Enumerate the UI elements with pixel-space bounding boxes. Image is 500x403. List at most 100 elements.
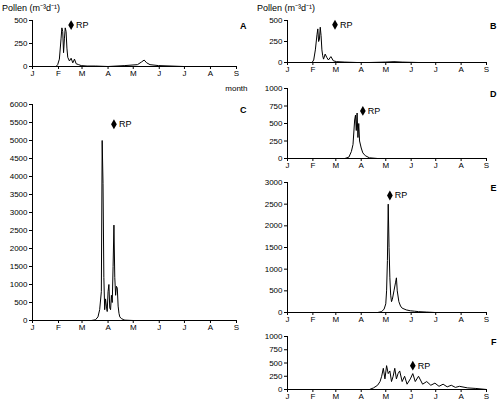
svg-text:F: F xyxy=(310,65,315,74)
svg-text:4500: 4500 xyxy=(10,154,28,163)
svg-text:A: A xyxy=(105,69,111,78)
svg-text:RP: RP xyxy=(418,361,431,371)
svg-text:J: J xyxy=(409,392,413,401)
svg-text:750: 750 xyxy=(269,345,283,354)
svg-text:RP: RP xyxy=(368,106,381,116)
svg-text:S: S xyxy=(234,323,239,332)
svg-text:J: J xyxy=(434,392,438,401)
svg-text:3000: 3000 xyxy=(265,178,283,187)
svg-text:1500: 1500 xyxy=(265,243,283,252)
svg-text:J: J xyxy=(409,65,413,74)
svg-text:S: S xyxy=(484,315,489,324)
svg-text:5000: 5000 xyxy=(10,136,28,145)
svg-text:F: F xyxy=(56,69,61,78)
svg-text:750: 750 xyxy=(269,102,283,111)
svg-text:M: M xyxy=(79,69,86,78)
svg-text:500: 500 xyxy=(14,298,28,307)
svg-text:J: J xyxy=(409,315,413,324)
svg-text:M: M xyxy=(382,392,389,401)
svg-text:J: J xyxy=(434,315,438,324)
svg-text:2000: 2000 xyxy=(265,221,283,230)
svg-text:M: M xyxy=(332,161,339,170)
svg-text:0: 0 xyxy=(278,385,283,394)
svg-text:S: S xyxy=(484,392,489,401)
svg-text:0: 0 xyxy=(278,308,283,317)
svg-text:500: 500 xyxy=(14,16,28,25)
svg-text:J: J xyxy=(31,323,35,332)
svg-text:J: J xyxy=(157,323,161,332)
svg-text:A: A xyxy=(359,315,365,324)
svg-text:4000: 4000 xyxy=(10,172,28,181)
svg-text:3000: 3000 xyxy=(10,208,28,217)
svg-text:F: F xyxy=(310,392,315,401)
svg-text:M: M xyxy=(130,323,137,332)
svg-text:1000: 1000 xyxy=(265,84,283,93)
svg-text:A: A xyxy=(359,161,365,170)
svg-text:6000: 6000 xyxy=(10,100,28,109)
svg-text:A: A xyxy=(240,21,247,31)
svg-text:M: M xyxy=(79,323,86,332)
svg-text:F: F xyxy=(491,337,497,347)
svg-text:250: 250 xyxy=(269,372,283,381)
svg-text:500: 500 xyxy=(269,16,283,25)
svg-text:A: A xyxy=(458,315,464,324)
svg-text:500: 500 xyxy=(269,119,283,128)
svg-text:J: J xyxy=(434,161,438,170)
svg-text:A: A xyxy=(208,323,214,332)
svg-text:250: 250 xyxy=(269,137,283,146)
svg-text:J: J xyxy=(434,65,438,74)
svg-text:A: A xyxy=(359,65,365,74)
svg-text:250: 250 xyxy=(14,39,28,48)
svg-text:S: S xyxy=(484,65,489,74)
svg-text:1000: 1000 xyxy=(10,280,28,289)
svg-text:0: 0 xyxy=(278,154,283,163)
svg-text:J: J xyxy=(157,69,161,78)
svg-text:D: D xyxy=(490,89,497,99)
svg-text:A: A xyxy=(458,65,464,74)
svg-text:2500: 2500 xyxy=(265,200,283,209)
svg-text:2500: 2500 xyxy=(10,226,28,235)
svg-text:1500: 1500 xyxy=(10,262,28,271)
svg-text:1000: 1000 xyxy=(265,265,283,274)
svg-text:M: M xyxy=(332,315,339,324)
svg-text:M: M xyxy=(382,315,389,324)
svg-text:S: S xyxy=(234,69,239,78)
svg-text:S: S xyxy=(484,161,489,170)
svg-text:J: J xyxy=(286,315,290,324)
svg-text:RP: RP xyxy=(395,190,408,200)
svg-text:2000: 2000 xyxy=(10,244,28,253)
svg-text:A: A xyxy=(458,161,464,170)
svg-text:B: B xyxy=(490,21,497,31)
svg-text:1000: 1000 xyxy=(265,332,283,341)
svg-text:A: A xyxy=(458,392,464,401)
svg-text:F: F xyxy=(310,161,315,170)
svg-text:250: 250 xyxy=(269,37,283,46)
svg-text:A: A xyxy=(208,69,214,78)
svg-text:M: M xyxy=(382,65,389,74)
svg-text:500: 500 xyxy=(269,359,283,368)
svg-text:0: 0 xyxy=(23,62,28,71)
svg-text:M: M xyxy=(332,392,339,401)
svg-text:J: J xyxy=(286,161,290,170)
svg-text:J: J xyxy=(182,323,186,332)
svg-text:M: M xyxy=(130,69,137,78)
svg-text:J: J xyxy=(286,65,290,74)
svg-text:J: J xyxy=(31,69,35,78)
svg-text:0: 0 xyxy=(23,316,28,325)
svg-text:RP: RP xyxy=(119,119,132,129)
svg-text:500: 500 xyxy=(269,286,283,295)
svg-text:J: J xyxy=(286,392,290,401)
svg-text:J: J xyxy=(409,161,413,170)
svg-text:C: C xyxy=(240,105,247,115)
svg-text:3500: 3500 xyxy=(10,190,28,199)
svg-text:M: M xyxy=(382,161,389,170)
svg-text:A: A xyxy=(359,392,365,401)
svg-text:month: month xyxy=(225,84,247,93)
svg-text:J: J xyxy=(182,69,186,78)
svg-text:RP: RP xyxy=(76,20,89,30)
svg-text:5500: 5500 xyxy=(10,118,28,127)
svg-text:F: F xyxy=(56,323,61,332)
svg-text:E: E xyxy=(490,183,496,193)
svg-text:F: F xyxy=(310,315,315,324)
svg-text:RP: RP xyxy=(340,20,353,30)
